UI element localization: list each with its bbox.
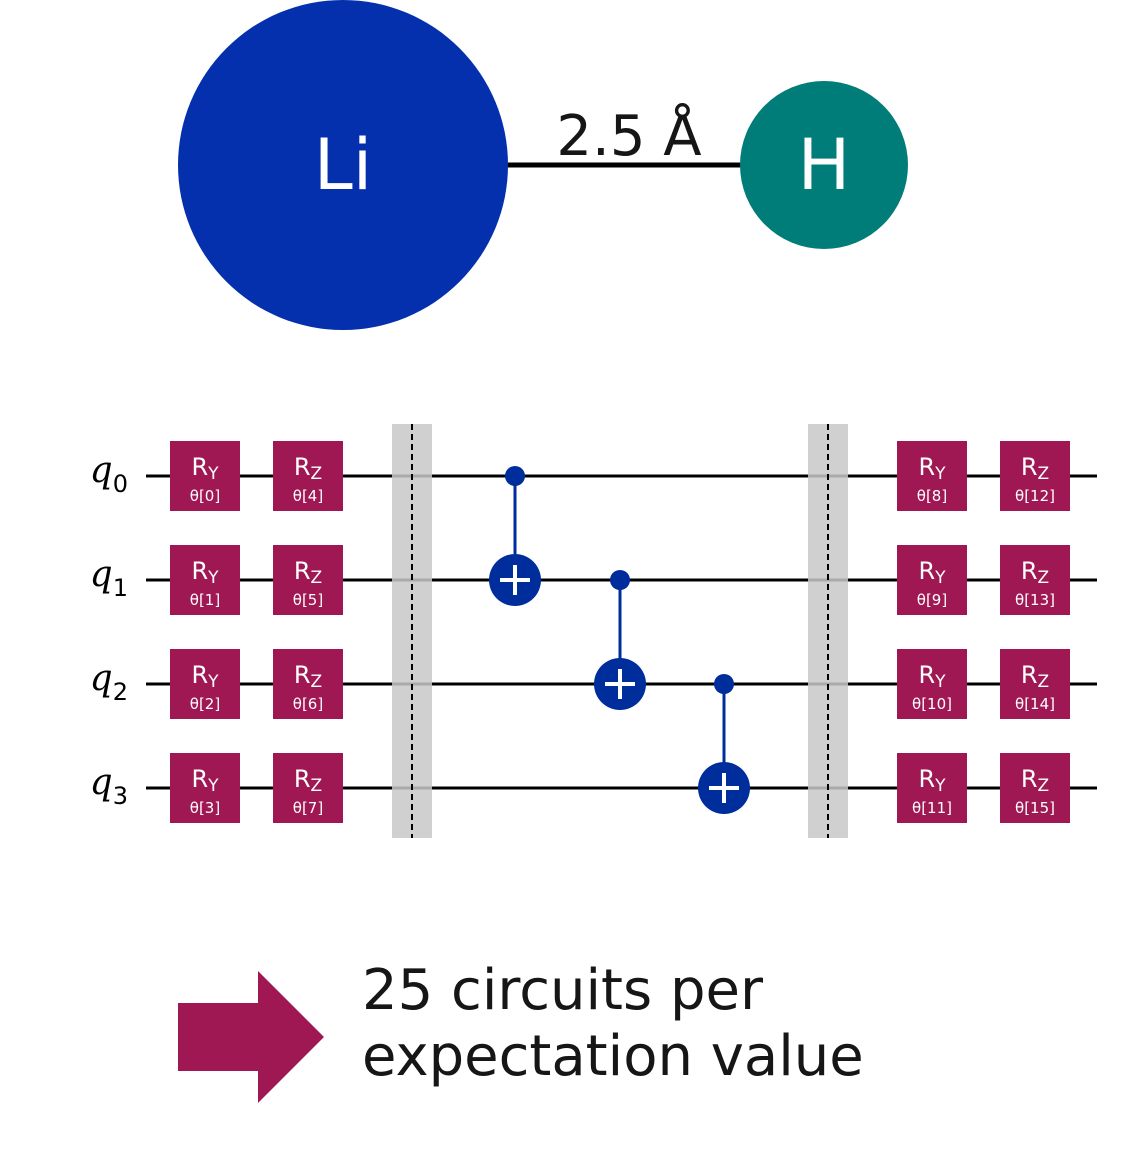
lithium-atom (178, 0, 508, 330)
gate-name: RY (191, 765, 219, 796)
lithium-label: Li (314, 124, 372, 206)
gate-name: RY (918, 453, 946, 484)
rotation-gate: RZ θ[14] (1000, 649, 1070, 719)
molecule-diagram: Li H 2.5 Å (178, 0, 908, 330)
gate-param: θ[13] (1015, 591, 1055, 609)
gate-param: θ[15] (1015, 799, 1055, 817)
gate-param: θ[3] (190, 799, 220, 817)
gate-param: θ[11] (912, 799, 952, 817)
gate-param: θ[4] (293, 487, 323, 505)
gate-param: θ[12] (1015, 487, 1055, 505)
cnot-control-dot (610, 570, 630, 590)
cnot-gate (698, 674, 750, 814)
rotation-gate: RY θ[1] (170, 545, 240, 615)
rotation-gate: RY θ[10] (897, 649, 967, 719)
caption-line-1: 25 circuits per (362, 958, 763, 1023)
gate-box (1000, 649, 1070, 719)
gate-name: RZ (1021, 765, 1049, 796)
gate-name: RY (191, 453, 219, 484)
caption-line-2: expectation value (362, 1024, 864, 1089)
caption: 25 circuits per expectation value (362, 958, 864, 1090)
gate-param: θ[10] (912, 695, 952, 713)
rotation-gate: RY θ[0] (170, 441, 240, 511)
gate-name: RY (918, 557, 946, 588)
quantum-circuit: q0 q1 q2 q3 RY θ[0] RZ θ[4] RY θ[1] RZ θ[5] RY θ[2] RZ… (90, 424, 1097, 838)
rotation-gate: RZ θ[12] (1000, 441, 1070, 511)
gate-param: θ[0] (190, 487, 220, 505)
gate-box (897, 545, 967, 615)
gate-name: RZ (1021, 661, 1049, 692)
rotation-gate: RY θ[11] (897, 753, 967, 823)
gate-box (1000, 545, 1070, 615)
gate-name: RZ (294, 661, 322, 692)
qubit-label: q0 (90, 450, 128, 498)
gate-box (170, 545, 240, 615)
gate-box (273, 545, 343, 615)
rotation-gate: RZ θ[4] (273, 441, 343, 511)
gate-box (273, 441, 343, 511)
hydrogen-atom (740, 81, 908, 249)
gate-name: RY (918, 765, 946, 796)
gate-box (170, 649, 240, 719)
cnot-control-dot (714, 674, 734, 694)
gate-param: θ[8] (917, 487, 947, 505)
gate-box (897, 649, 967, 719)
rotation-gate: RZ θ[7] (273, 753, 343, 823)
gate-param: θ[2] (190, 695, 220, 713)
qubit-label: q1 (90, 554, 128, 602)
rotation-gate: RZ θ[15] (1000, 753, 1070, 823)
gate-name: RZ (1021, 453, 1049, 484)
qubit-label: q2 (90, 658, 128, 706)
gate-name: RZ (294, 557, 322, 588)
gate-box (273, 753, 343, 823)
barrier (808, 424, 848, 838)
cnot-gate (594, 570, 646, 710)
gate-name: RY (918, 661, 946, 692)
gate-param: θ[1] (190, 591, 220, 609)
rotation-gate: RY θ[9] (897, 545, 967, 615)
rotation-gate: RZ θ[13] (1000, 545, 1070, 615)
arrow-right-icon (178, 971, 324, 1103)
gate-box (170, 753, 240, 823)
bond-length-label: 2.5 Å (556, 103, 701, 169)
gate-param: θ[9] (917, 591, 947, 609)
gate-box (897, 441, 967, 511)
rotation-gate: RY θ[8] (897, 441, 967, 511)
gate-param: θ[6] (293, 695, 323, 713)
gate-name: RY (191, 557, 219, 588)
gate-box (1000, 753, 1070, 823)
rotation-gate: RY θ[2] (170, 649, 240, 719)
gate-box (897, 753, 967, 823)
qubit-label: q3 (90, 762, 128, 810)
gate-param: θ[7] (293, 799, 323, 817)
gate-box (1000, 441, 1070, 511)
barrier (392, 424, 432, 838)
rotation-gate: RY θ[3] (170, 753, 240, 823)
gate-box (170, 441, 240, 511)
cnot-control-dot (505, 466, 525, 486)
gate-name: RY (191, 661, 219, 692)
rotation-gate: RZ θ[6] (273, 649, 343, 719)
rotation-gate: RZ θ[5] (273, 545, 343, 615)
gate-param: θ[5] (293, 591, 323, 609)
hydrogen-label: H (798, 124, 851, 206)
gate-name: RZ (1021, 557, 1049, 588)
cnot-gate (489, 466, 541, 606)
gate-param: θ[14] (1015, 695, 1055, 713)
gate-name: RZ (294, 453, 322, 484)
gate-name: RZ (294, 765, 322, 796)
gate-box (273, 649, 343, 719)
